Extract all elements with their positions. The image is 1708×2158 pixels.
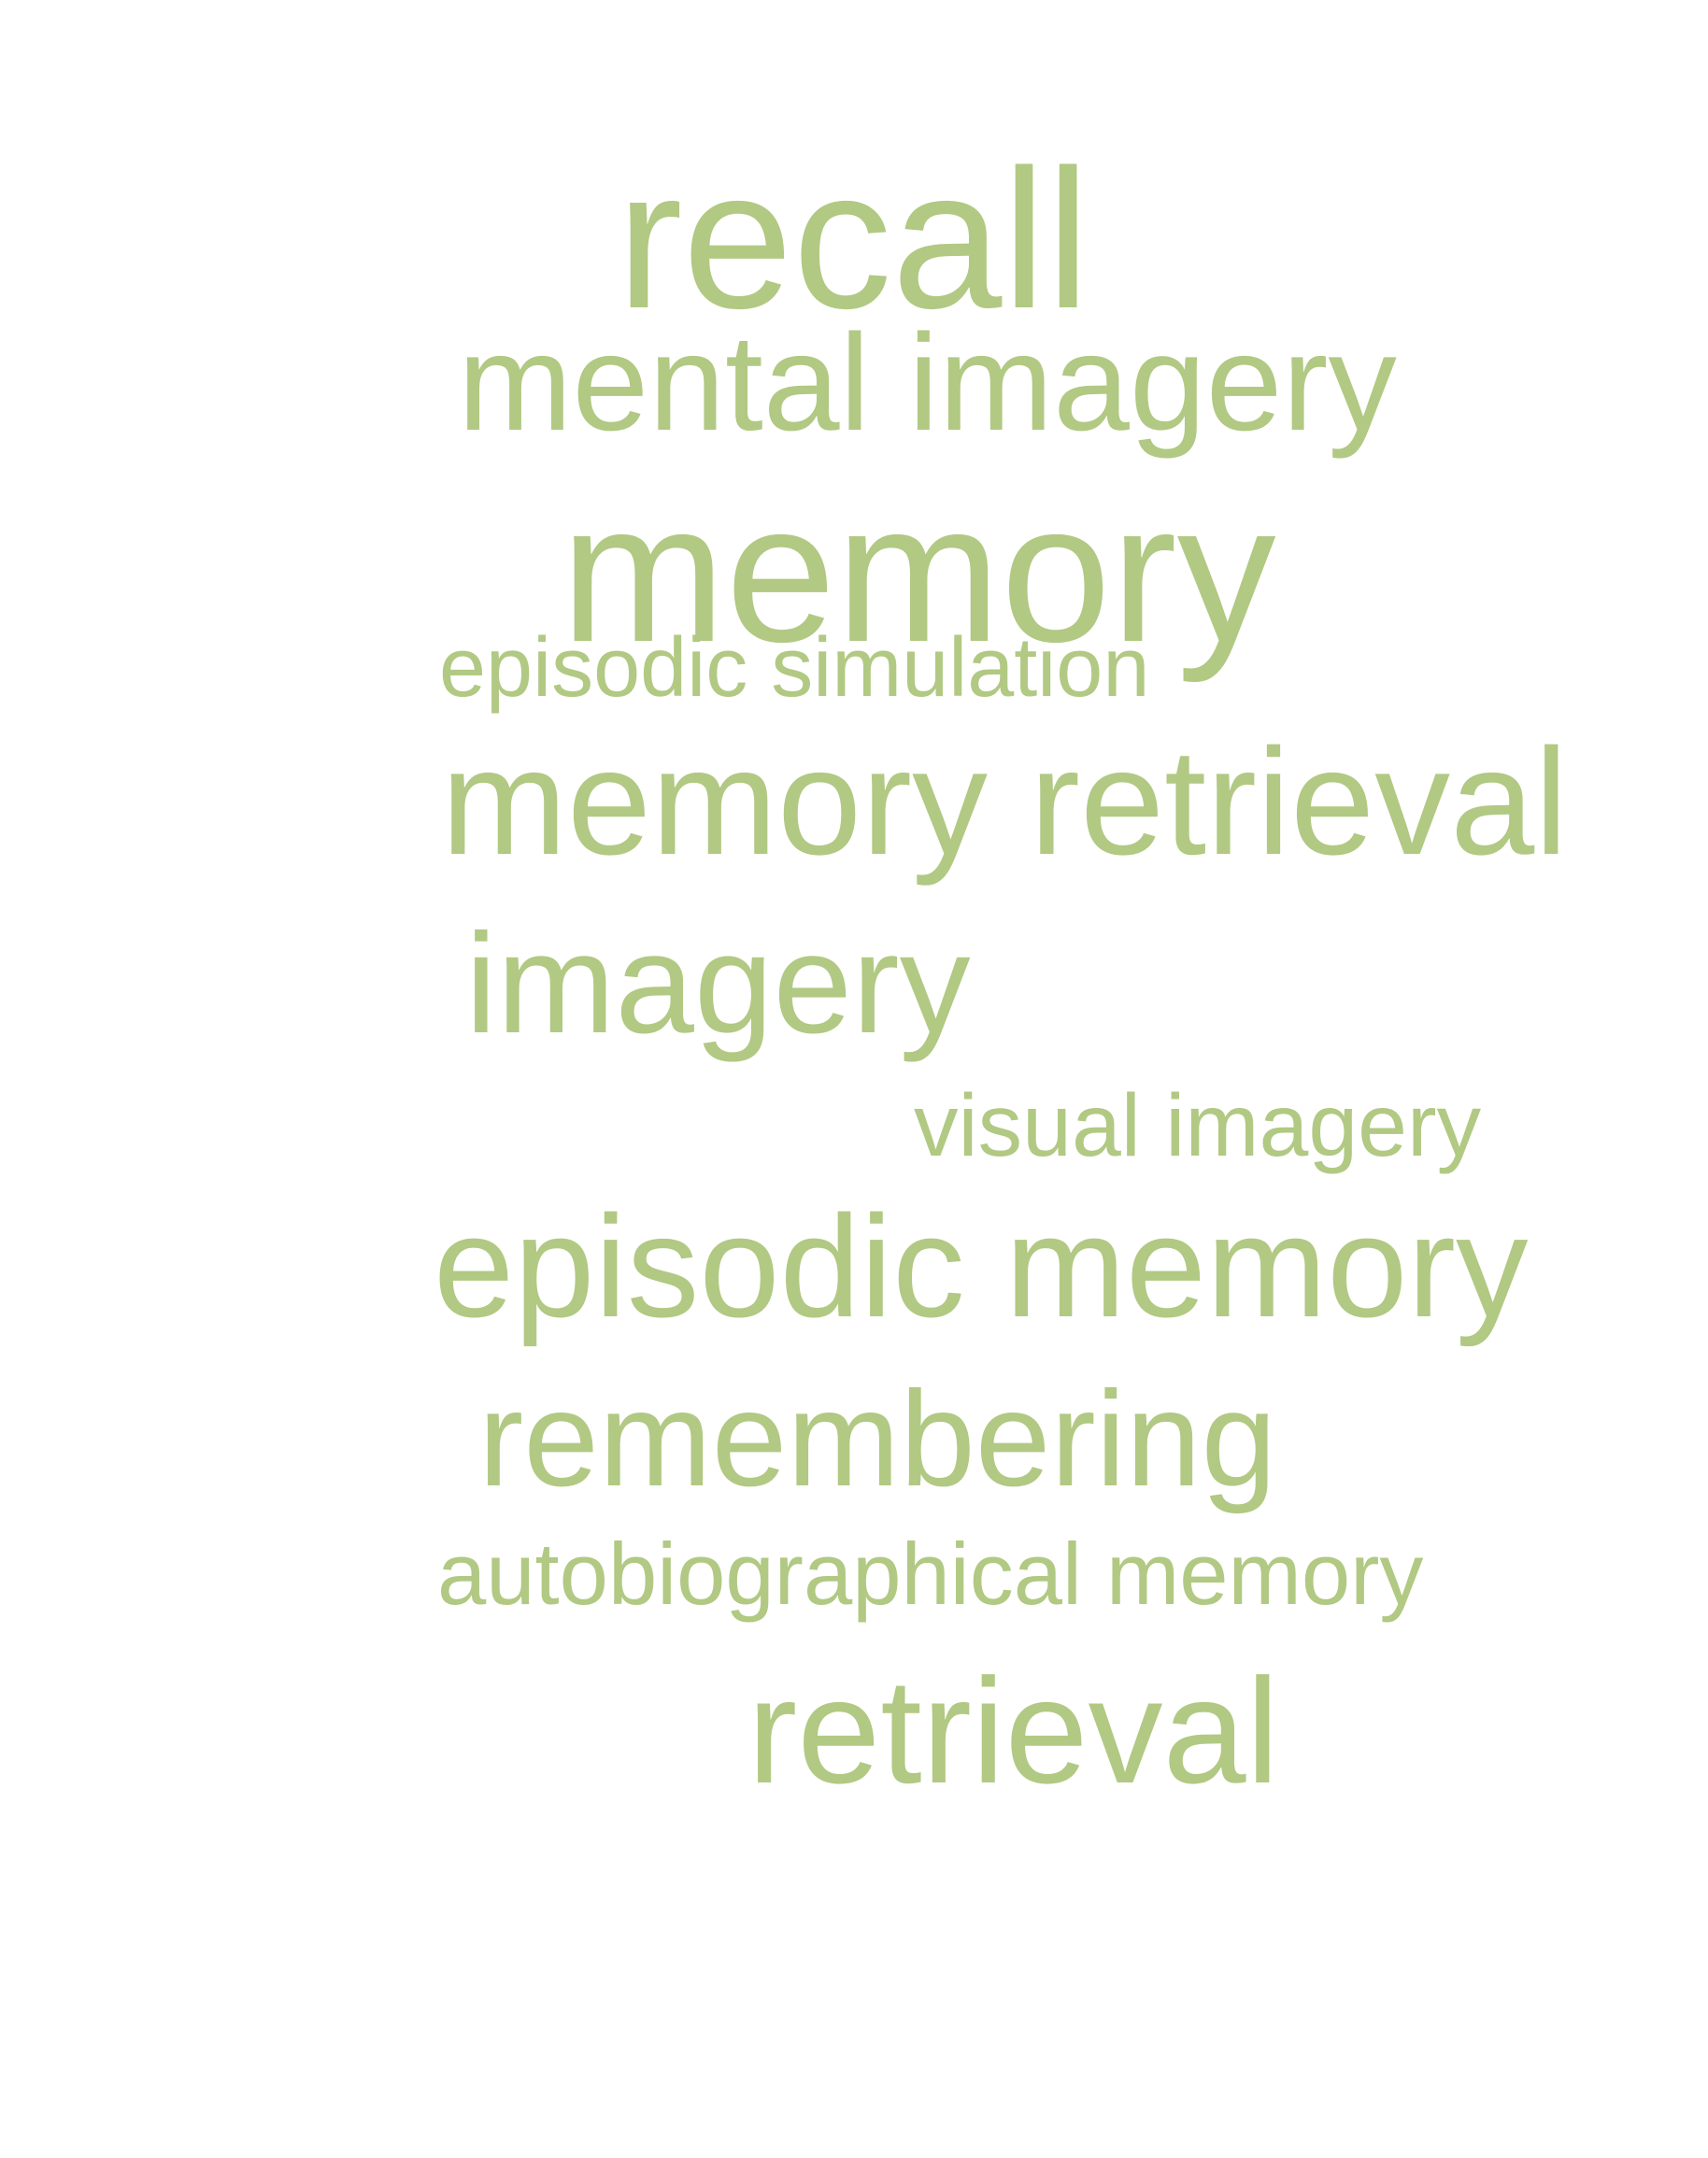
word-recall: recall (617, 128, 1090, 349)
word-episodic-memory: episodic memory (434, 1185, 1529, 1347)
word-remembering: remembering (478, 1363, 1277, 1514)
word-retrieval: retrieval (747, 1647, 1280, 1814)
word-memory: memory (561, 461, 1276, 683)
word-memory-retrieval: memory retrieval (441, 717, 1569, 887)
word-episodic-simulation: episodic simulation (439, 621, 1150, 715)
word-mental-imagery: mental imagery (458, 306, 1397, 460)
word-autobiographical-memory: autobiographical memory (437, 1525, 1424, 1623)
word-imagery: imagery (465, 904, 971, 1063)
word-visual-imagery: visual imagery (914, 1076, 1482, 1175)
